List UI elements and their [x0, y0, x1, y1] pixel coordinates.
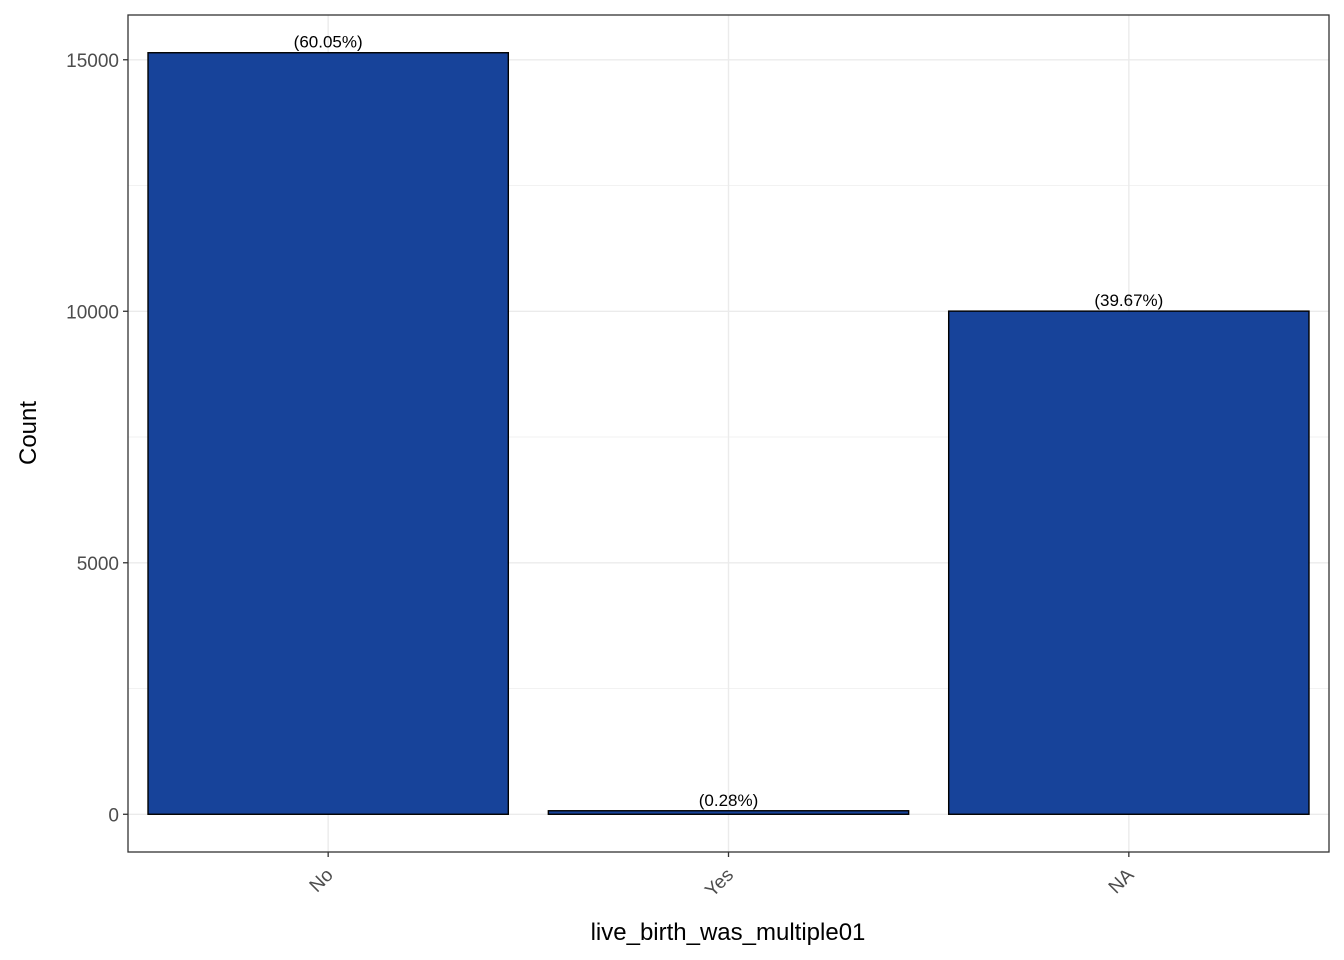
y-tick-label: 0 — [108, 805, 119, 826]
x-axis-ticks: No Yes NA — [306, 852, 1139, 901]
data-label: (39.67%) — [1094, 291, 1163, 310]
y-axis-ticks: 0 5000 10000 15000 — [66, 51, 128, 826]
x-axis-title: live_birth_was_multiple01 — [591, 919, 866, 946]
data-labels: (60.05%) (0.28%) (39.67%) — [294, 33, 1164, 810]
y-axis-title: Count — [15, 401, 42, 465]
y-tick-label: 15000 — [66, 51, 119, 72]
y-tick-label: 5000 — [77, 554, 119, 575]
bar-na — [947, 310, 1310, 815]
data-label: (0.28%) — [699, 791, 759, 810]
data-label: (60.05%) — [294, 33, 363, 52]
y-tick-label: 10000 — [66, 302, 119, 323]
x-tick-label: Yes — [701, 865, 738, 902]
bar-yes — [547, 810, 910, 815]
x-tick-label: No — [306, 865, 338, 897]
x-tick-label: NA — [1105, 864, 1139, 898]
bars — [147, 52, 1310, 815]
bar-no — [147, 52, 510, 815]
